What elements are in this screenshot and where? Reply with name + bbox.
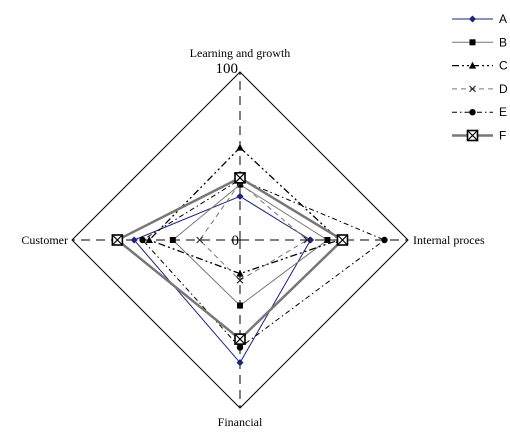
point-A-2	[236, 359, 244, 367]
series-B	[169, 181, 331, 309]
legend-marker-C	[468, 61, 477, 69]
legend-marker-A	[469, 15, 476, 23]
axis-label-3: Customer	[21, 233, 68, 247]
series-line-F	[115, 176, 345, 341]
point-C-3	[145, 236, 153, 243]
tick-label-min: 0	[232, 233, 240, 249]
legend-marker-D	[469, 85, 476, 93]
point-B-3	[169, 237, 176, 243]
point-B-0	[237, 181, 243, 188]
point-C-2	[236, 269, 244, 277]
point-B-1	[324, 237, 331, 243]
point-E-3	[139, 236, 146, 244]
tick-label-max: 100	[216, 61, 239, 77]
point-A-0	[236, 192, 244, 200]
label-layer: Learning and growth Internal proces Financ…	[21, 46, 485, 429]
point-D-1	[303, 236, 311, 244]
point-D-2	[236, 276, 244, 284]
point-E-1	[381, 236, 388, 244]
series-A	[130, 192, 315, 367]
axis-label-2: Financial	[218, 415, 263, 429]
chart-frame	[71, 71, 409, 409]
legend-label-F: F	[499, 129, 506, 143]
legend-item-C: C	[452, 59, 508, 73]
legend-label-D: D	[499, 82, 508, 96]
axis-label-0: Learning and growth	[190, 46, 291, 60]
point-E-2	[236, 344, 244, 351]
legend-item-B: B	[452, 35, 507, 49]
axis-label-1: Internal proces	[413, 233, 485, 247]
point-C-0	[236, 143, 244, 151]
series-layer	[111, 143, 388, 367]
legend-label-C: C	[499, 59, 508, 73]
point-D-3	[196, 236, 204, 244]
legend-marker-B	[469, 39, 476, 46]
point-A-3	[130, 236, 138, 244]
legend-label-E: E	[499, 105, 507, 119]
point-F-0	[234, 172, 246, 184]
legend-item-F: F	[452, 129, 506, 143]
legend-item-D: D	[452, 82, 508, 96]
legend-label-A: A	[499, 12, 507, 26]
point-F-3	[111, 234, 124, 246]
series-line-A	[133, 195, 312, 364]
point-B-2	[237, 302, 243, 309]
point-F-1	[336, 234, 349, 246]
legend-item-E: E	[452, 105, 507, 119]
legend-item-A: A	[452, 12, 507, 26]
series-F	[111, 172, 349, 345]
legend-label-B: B	[499, 35, 507, 49]
point-A-1	[307, 236, 315, 244]
legend-marker-E	[469, 109, 476, 116]
series-line-D	[199, 182, 309, 281]
series-line-E	[141, 178, 386, 349]
legend-marker-F	[466, 129, 479, 142]
point-F-2	[234, 333, 246, 345]
